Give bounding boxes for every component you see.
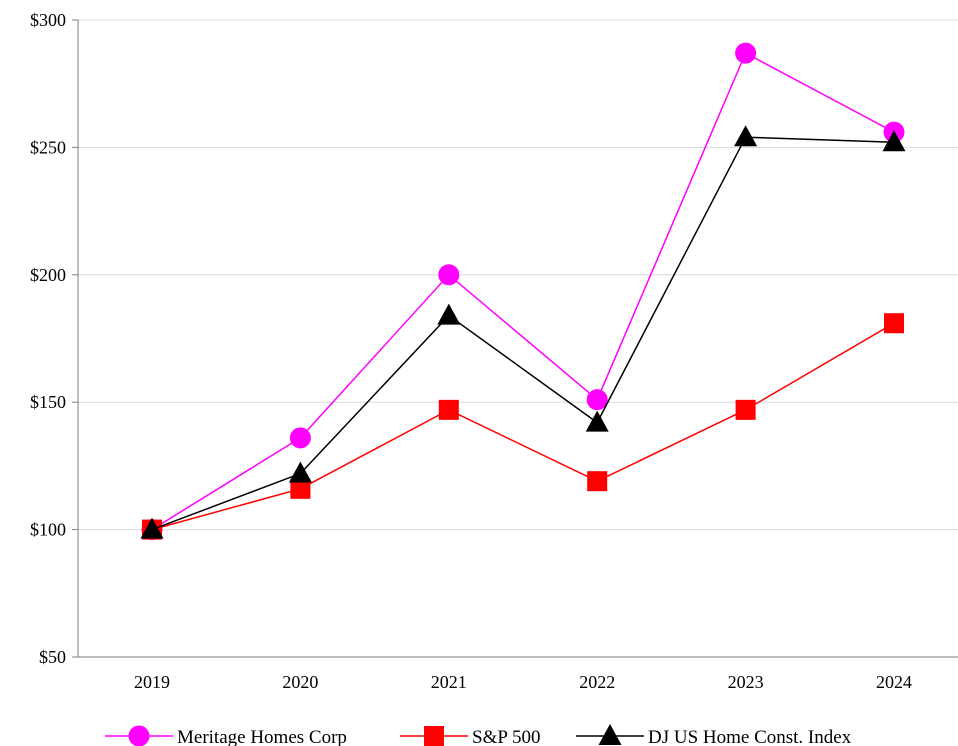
legend-marker-square: [424, 726, 444, 746]
legend: Meritage Homes Corp S&P 500 DJ US Home Con…: [105, 724, 852, 746]
data-point-square: [587, 471, 608, 492]
x-tick-label: 2019: [134, 672, 170, 692]
series-triangle: [140, 125, 906, 539]
series-line: [151, 52, 895, 531]
y-tick-labels: $50 $100 $150 $200 $250 $300: [30, 10, 66, 667]
y-tick-label: $250: [30, 137, 66, 157]
y-tick-label: $200: [30, 265, 66, 285]
series-square: [142, 313, 904, 540]
gridlines: [78, 19, 958, 531]
series-line: [151, 136, 895, 531]
data-point-square: [735, 399, 756, 420]
data-point-circle: [438, 264, 460, 286]
y-tick-label: $100: [30, 520, 66, 540]
data-point-triangle: [288, 461, 312, 483]
legend-label: Meritage Homes Corp: [177, 727, 347, 746]
legend-item: S&P 500: [400, 726, 540, 746]
data-point-square: [438, 399, 459, 420]
legend-label: S&P 500: [472, 727, 540, 746]
x-tick-label: 2023: [728, 672, 764, 692]
series-line: [151, 322, 895, 531]
data-point-circle: [735, 42, 757, 64]
data-point-circle: [289, 427, 311, 449]
x-tick-label: 2020: [282, 672, 318, 692]
x-tick-labels: 2019 2020 2021 2022 2023 2024: [134, 672, 912, 692]
data-point-triangle: [140, 517, 164, 539]
legend-marker-circle: [128, 725, 150, 746]
y-tick-label: $150: [30, 392, 66, 412]
legend-marker-triangle: [598, 724, 622, 745]
axes: [72, 19, 958, 658]
data-point-triangle: [585, 410, 609, 432]
x-tick-label: 2024: [876, 672, 912, 692]
legend-item: DJ US Home Const. Index: [576, 724, 852, 746]
series-circle: [141, 42, 905, 541]
data-point-square: [884, 313, 904, 334]
x-tick-label: 2021: [431, 672, 467, 692]
data-point-circle: [586, 389, 608, 411]
data-point-triangle: [437, 303, 461, 325]
legend-label: DJ US Home Const. Index: [648, 727, 852, 746]
data-point-square: [290, 478, 311, 499]
data-point-triangle: [882, 130, 906, 152]
series-layer: [140, 42, 906, 541]
y-tick-label: $300: [30, 10, 66, 30]
x-tick-label: 2022: [579, 672, 615, 692]
y-tick-label: $50: [39, 647, 66, 667]
legend-item: Meritage Homes Corp: [105, 725, 347, 746]
data-point-triangle: [734, 125, 758, 147]
